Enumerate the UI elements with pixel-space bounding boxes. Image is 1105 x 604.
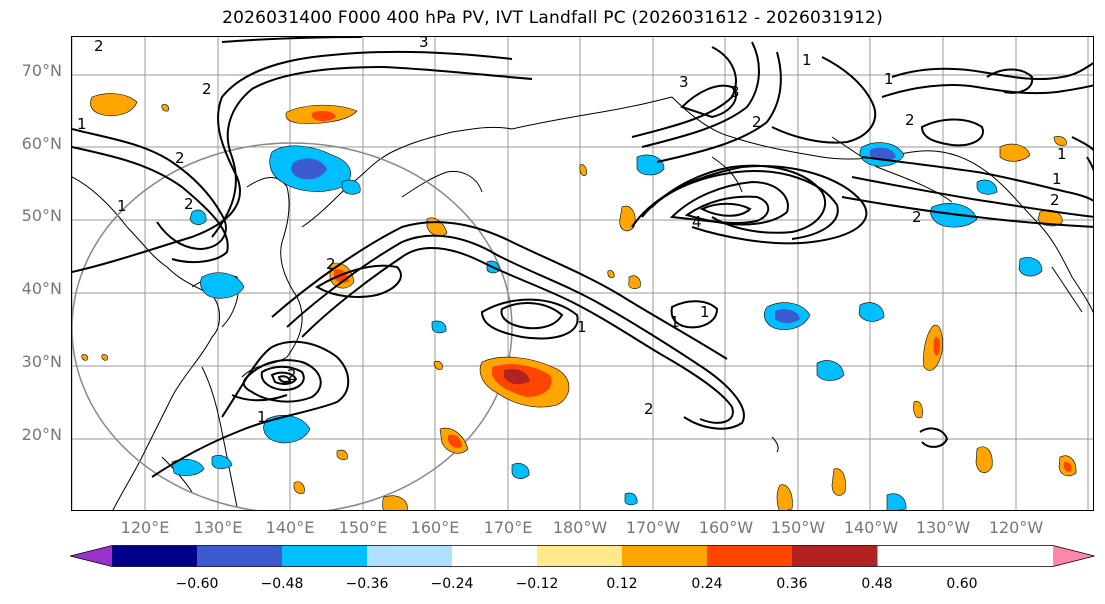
colorbar-tick-label: −0.48: [260, 576, 304, 592]
contour-label: 4: [692, 213, 702, 231]
lon-label-130e: 130°E: [193, 518, 243, 537]
contour-label: 1: [257, 408, 267, 426]
lat-label-60n: 60°N: [21, 134, 62, 153]
colorbar-tick-label: 0.60: [946, 576, 978, 592]
colorbar-extend-low: [70, 545, 112, 567]
landfall-region-circle: [72, 142, 513, 510]
colorbar-band: [367, 545, 453, 567]
contour-label: 2: [326, 255, 336, 273]
contour-label: 1: [117, 197, 127, 215]
pv-positive-anomalies: [81, 93, 1077, 510]
colorbar-band: [197, 545, 283, 567]
contour-label: 1: [700, 303, 710, 321]
contour-label: 2: [202, 80, 212, 98]
lon-label-120w: 120°W: [988, 518, 1044, 537]
contour-label: 1: [577, 318, 587, 336]
contour-label: 3: [419, 37, 429, 51]
contour-label: 1: [1052, 170, 1062, 188]
colorbar-band: [792, 545, 878, 567]
lon-label-140w: 140°W: [843, 518, 899, 537]
lon-label-170w: 170°W: [625, 518, 681, 537]
colorbar-extend-high: [1053, 545, 1095, 567]
colorbar: [70, 545, 1095, 567]
colorbar-tick-label: −0.60: [175, 576, 219, 592]
colorbar-segments: [70, 545, 1095, 567]
lon-label-170e: 170°E: [483, 518, 533, 537]
colorbar-band: [112, 545, 198, 567]
contour-label: 3: [679, 73, 689, 91]
lat-label-30n: 30°N: [21, 352, 62, 371]
colorbar-tick-label: −0.24: [430, 576, 474, 592]
contour-label: 1: [77, 115, 87, 133]
lat-label-50n: 50°N: [21, 206, 62, 225]
colorbar-band: [452, 545, 538, 567]
map-title: 2026031400 F000 400 hPa PV, IVT Landfall…: [222, 8, 883, 28]
contour-label: 2: [1050, 191, 1060, 209]
colorbar-tick-label: 0.36: [776, 576, 808, 592]
lon-label-180w: 180°W: [552, 518, 608, 537]
contour-label: 2: [905, 111, 915, 129]
contour-labels: 2 3 2 1 2 2 1 2 3 4 1 2 3 1 2 2 1 1 2 1 …: [77, 37, 1067, 426]
contour-label: 2: [752, 113, 762, 131]
colorbar-tick-label: 0.48: [861, 576, 893, 592]
contour-label: 2: [94, 37, 104, 55]
lon-label-150e: 150°E: [338, 518, 388, 537]
lon-label-160e: 160°E: [410, 518, 460, 537]
lon-label-150w: 150°W: [770, 518, 826, 537]
lon-label-130w: 130°W: [915, 518, 971, 537]
contour-label: 2: [175, 149, 185, 167]
colorbar-band: [282, 545, 368, 567]
contour-label: 1: [670, 313, 680, 331]
contour-label: 2: [644, 400, 654, 418]
pv-negative-anomalies: [171, 142, 1043, 510]
contour-label: 2: [287, 366, 297, 384]
lat-label-20n: 20°N: [21, 425, 62, 444]
colorbar-band: [707, 545, 793, 567]
contour-label: 2: [184, 195, 194, 213]
lon-label-120e: 120°E: [120, 518, 170, 537]
contour-label: 2: [912, 208, 922, 226]
colorbar-band: [622, 545, 708, 567]
lon-label-160w: 160°W: [698, 518, 754, 537]
colorbar-tick-label: −0.12: [515, 576, 559, 592]
lat-label-70n: 70°N: [21, 61, 62, 80]
colorbar-tick-label: −0.36: [345, 576, 389, 592]
colorbar-tick-label: 0.24: [691, 576, 723, 592]
contour-label: 3: [730, 83, 740, 101]
lat-label-40n: 40°N: [21, 279, 62, 298]
map-panel: 2 3 2 1 2 2 1 2 3 4 1 2 3 1 2 2 1 1 2 1 …: [71, 36, 1094, 511]
contour-label: 1: [884, 70, 894, 88]
coastlines: [72, 96, 1093, 510]
contour-label: 1: [802, 51, 812, 69]
contour-label: 1: [1057, 145, 1067, 163]
colorbar-tick-label: 0.12: [606, 576, 638, 592]
ivt-contours: [72, 37, 1093, 478]
map-svg: 2 3 2 1 2 2 1 2 3 4 1 2 3 1 2 2 1 1 2 1 …: [72, 37, 1093, 510]
lon-label-140e: 140°E: [265, 518, 315, 537]
colorbar-band: [537, 545, 623, 567]
